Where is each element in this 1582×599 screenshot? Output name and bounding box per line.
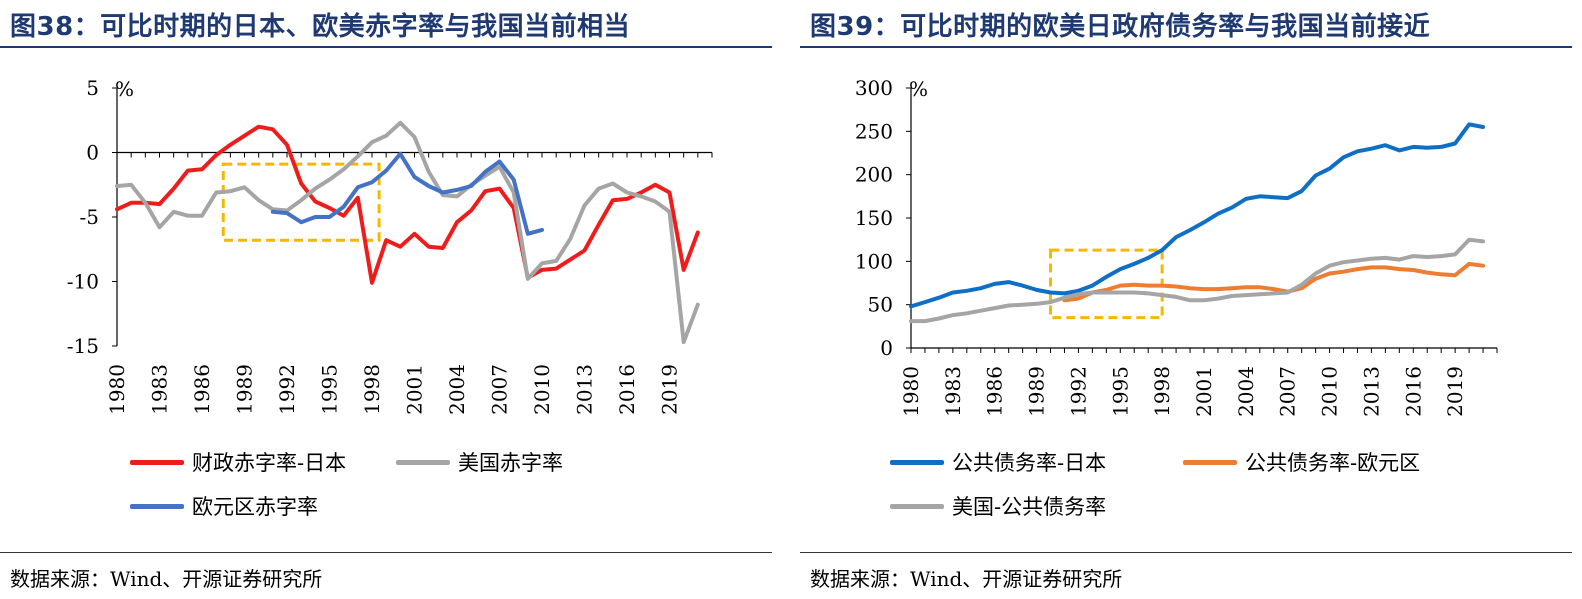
legend-swatch xyxy=(130,503,184,509)
legend-label: 财政赤字率-日本 xyxy=(192,451,347,475)
y-tick-label: 100 xyxy=(855,249,893,273)
x-tick-label: 1983 xyxy=(148,364,172,415)
figure-39-panel: 图39：可比时期的欧美日政府债务率与我国当前接近 300 250 200 150 100… xyxy=(800,0,1572,599)
y-tick-label: 0 xyxy=(880,336,893,360)
legend-label: 欧元区赤字率 xyxy=(192,495,318,519)
x-tick-label: 2001 xyxy=(1192,366,1216,417)
y-tick-label: 250 xyxy=(855,119,893,143)
series-line-2 xyxy=(270,151,544,236)
legend-item-japan-deficit: 财政赤字率-日本 xyxy=(130,447,346,477)
y-tick-label: 50 xyxy=(868,293,893,317)
x-tick-label: 2004 xyxy=(1234,366,1258,417)
x-tick-label: 2019 xyxy=(658,364,682,415)
legend-swatch xyxy=(396,459,450,465)
figure-title: 图39：可比时期的欧美日政府债务率与我国当前接近 xyxy=(810,12,1431,42)
x-tick-label: 1989 xyxy=(1025,366,1049,417)
x-tick-label: 1995 xyxy=(1108,366,1132,417)
data-source: 数据来源：Wind、开源证券研究所 xyxy=(810,567,1123,591)
legend-item-us-debt: 美国-公共债务率 xyxy=(890,491,1106,521)
x-tick-label: 2016 xyxy=(615,364,639,415)
series-line-1 xyxy=(1062,261,1485,303)
y-tick-label: 300 xyxy=(855,76,893,100)
series-line-0 xyxy=(909,122,1485,309)
legend-label: 公共债务率-日本 xyxy=(952,451,1107,475)
x-tick-label: 1992 xyxy=(1066,366,1090,417)
x-tick-label: 2013 xyxy=(1359,366,1383,417)
source-rule xyxy=(800,552,1572,553)
x-tick-label: 1980 xyxy=(899,366,923,417)
figure-38-panel: 图38：可比时期的日本、欧美赤字率与我国当前相当 5 0 -5 -10 -15% 1980… xyxy=(0,0,772,599)
legend-swatch xyxy=(1183,459,1237,465)
y-tick-label: 5 xyxy=(86,76,99,100)
x-tick-label: 1992 xyxy=(275,364,299,415)
series-line-1 xyxy=(115,120,700,345)
y-tick-label: 0 xyxy=(86,141,99,165)
x-tick-label: 2019 xyxy=(1443,366,1467,417)
legend-item-euro-deficit: 欧元区赤字率 xyxy=(130,491,318,521)
highlight-box xyxy=(221,162,381,242)
y-tick-label: -15 xyxy=(67,334,99,358)
deficit-rate-chart: 5 0 -5 -10 -15% 1980 1983 1986 1989 1992 1995 1998 2… xyxy=(67,76,713,415)
y-tick-label: 200 xyxy=(855,163,893,187)
legend-label: 美国-公共债务率 xyxy=(952,495,1107,519)
legend-item-japan-debt: 公共债务率-日本 xyxy=(890,447,1106,477)
title-rule xyxy=(0,46,772,48)
x-tick-label: 2013 xyxy=(573,364,597,415)
x-tick-label: 2007 xyxy=(1276,366,1300,417)
y-tick-label: -5 xyxy=(80,205,99,229)
x-tick-label: 2007 xyxy=(488,364,512,415)
x-tick-label: 2010 xyxy=(1318,366,1342,417)
legend-swatch xyxy=(130,459,184,465)
source-rule xyxy=(0,552,772,553)
x-tick-label: 1980 xyxy=(105,364,129,415)
y-tick-label: 150 xyxy=(855,206,893,230)
legend-label: 美国赤字率 xyxy=(458,451,563,475)
legend-item-euro-debt: 公共债务率-欧元区 xyxy=(1183,447,1420,477)
x-tick-label: 1998 xyxy=(1150,366,1174,417)
x-tick-label: 1995 xyxy=(318,364,342,415)
data-source: 数据来源：Wind、开源证券研究所 xyxy=(10,567,323,591)
x-tick-label: 2010 xyxy=(530,364,554,415)
legend-swatch xyxy=(890,459,944,465)
title-rule xyxy=(800,46,1572,48)
legend-item-us-deficit: 美国赤字率 xyxy=(396,447,563,477)
legend-swatch xyxy=(890,503,944,509)
y-unit-label: % xyxy=(909,77,928,101)
debt-ratio-chart: 300 250 200 150 100 50 0% 1980 1983 1986 1989 1992 1… xyxy=(855,76,1498,417)
y-tick-label: -10 xyxy=(67,270,99,294)
x-tick-label: 1989 xyxy=(233,364,257,415)
y-unit-label: % xyxy=(115,77,134,101)
x-tick-label: 2004 xyxy=(445,364,469,415)
x-tick-label: 2016 xyxy=(1401,366,1425,417)
series-line-0 xyxy=(115,124,700,285)
x-tick-label: 1986 xyxy=(190,364,214,415)
legend-label: 公共债务率-欧元区 xyxy=(1245,451,1421,475)
series-line-2 xyxy=(909,237,1485,324)
x-tick-label: 1998 xyxy=(360,364,384,415)
x-tick-label: 2001 xyxy=(403,364,427,415)
x-tick-label: 1983 xyxy=(941,366,965,417)
x-tick-label: 1986 xyxy=(983,366,1007,417)
figure-title: 图38：可比时期的日本、欧美赤字率与我国当前相当 xyxy=(10,12,631,42)
